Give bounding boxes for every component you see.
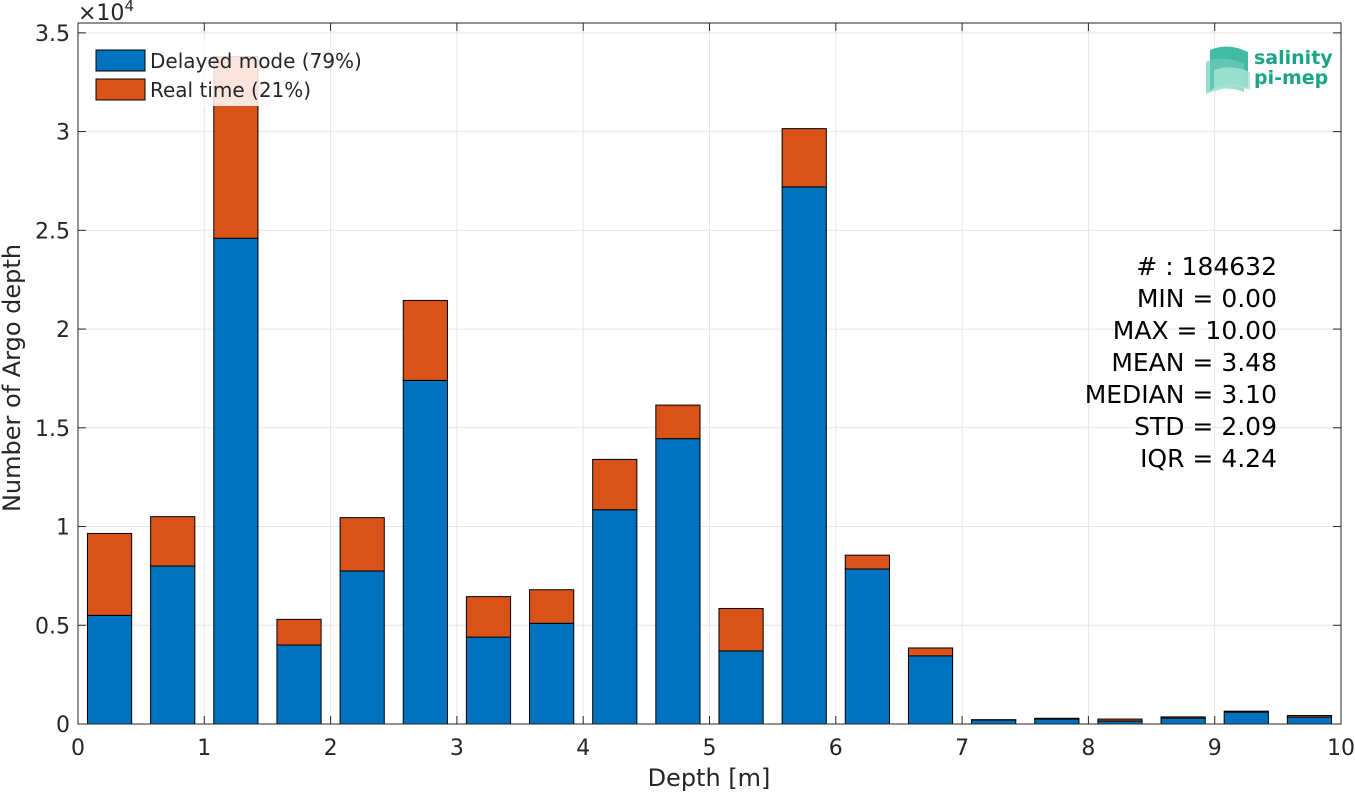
bar-delayed-mode xyxy=(276,644,322,725)
y-tick-label: 1 xyxy=(56,516,70,541)
x-tick-label: 7 xyxy=(955,736,969,761)
stat-line: MAX = 10.00 xyxy=(1113,316,1277,345)
bar-real-time xyxy=(1160,716,1206,719)
bar-real-time xyxy=(465,596,512,638)
bar-real-time xyxy=(844,554,890,570)
bar-delayed-mode xyxy=(592,509,638,725)
bar-delayed-mode xyxy=(781,186,827,725)
x-tick-label: 4 xyxy=(576,736,590,761)
y-multiplier: ×104 xyxy=(78,0,134,26)
legend-label-realtime: Real time (21%) xyxy=(150,78,311,102)
legend-swatch-realtime xyxy=(95,78,146,101)
x-axis-label: Depth [m] xyxy=(648,764,771,792)
x-tick-label: 10 xyxy=(1327,736,1355,761)
bar-real-time xyxy=(781,128,827,188)
bar-delayed-mode xyxy=(1223,711,1269,725)
logo-text-line2: pi-mep xyxy=(1254,67,1328,89)
bar-delayed-mode xyxy=(1034,718,1080,725)
stat-line: # : 184632 xyxy=(1136,252,1277,281)
logo-wave-layer-2-icon xyxy=(1214,67,1250,92)
y-tick-label: 3.5 xyxy=(35,22,70,47)
bar-delayed-mode xyxy=(213,237,259,725)
axis-ticks: 0 1 2 3 4 5 6 7 8 9 10 0 0.5 1 1.5 2 2.5 3 3.5 xyxy=(35,22,1355,761)
bar-real-time xyxy=(592,458,638,511)
bar-real-time xyxy=(655,404,701,440)
stat-line: MIN = 0.00 xyxy=(1137,284,1277,313)
bar-real-time xyxy=(86,532,133,616)
y-tick-label: 0 xyxy=(56,713,70,738)
bar-delayed-mode xyxy=(465,636,512,725)
stat-line: MEAN = 3.48 xyxy=(1111,348,1277,377)
bar-delayed-mode xyxy=(718,650,764,725)
bar-real-time xyxy=(150,516,196,567)
bar-real-time xyxy=(907,647,954,657)
bar-real-time xyxy=(339,517,385,572)
stat-line: STD = 2.09 xyxy=(1134,412,1277,441)
bar-real-time xyxy=(529,589,575,624)
legend: Delayed mode (79%) Real time (21%) xyxy=(85,40,362,106)
y-tick-label: 0.5 xyxy=(35,614,70,639)
bar-delayed-mode xyxy=(1286,716,1333,725)
bar-delayed-mode xyxy=(971,719,1017,725)
bar-delayed-mode xyxy=(529,622,575,725)
stats-annotation: # : 184632 MIN = 0.00 MAX = 10.00 MEAN = 3.… xyxy=(1085,252,1277,473)
y-tick-label: 2.5 xyxy=(35,219,70,244)
bar-delayed-mode xyxy=(86,614,133,725)
legend-label-delayed: Delayed mode (79%) xyxy=(150,49,362,73)
x-tick-label: 8 xyxy=(1081,736,1095,761)
bar-real-time xyxy=(1223,710,1269,713)
bar-real-time xyxy=(1034,717,1080,720)
legend-swatch-delayed xyxy=(95,49,146,72)
stat-line: MEDIAN = 3.10 xyxy=(1085,380,1277,409)
x-tick-label: 3 xyxy=(450,736,464,761)
bar-delayed-mode xyxy=(150,565,196,725)
y-tick-label: 1.5 xyxy=(35,417,70,442)
x-tick-label: 9 xyxy=(1208,736,1222,761)
bar-delayed-mode xyxy=(1160,717,1206,725)
y-axis-label: Number of Argo depth xyxy=(0,244,26,512)
x-tick-label: 1 xyxy=(197,736,211,761)
y-tick-label: 3 xyxy=(56,121,70,146)
bar-delayed-mode xyxy=(655,438,701,725)
x-tick-label: 6 xyxy=(829,736,843,761)
y-tick-label: 2 xyxy=(56,318,70,343)
x-tick-label: 2 xyxy=(324,736,338,761)
bar-real-time xyxy=(1097,718,1143,722)
bar-real-time xyxy=(718,607,764,652)
bar-real-time xyxy=(276,618,322,646)
bar-real-time xyxy=(1286,715,1333,718)
bar-delayed-mode xyxy=(844,568,890,725)
bar-delayed-mode xyxy=(402,379,448,725)
bar-real-time xyxy=(402,299,448,381)
x-tick-label: 0 xyxy=(71,736,85,761)
bar-delayed-mode xyxy=(907,655,954,725)
stat-line: IQR = 4.24 xyxy=(1140,444,1277,473)
salinity-pi-mep-logo: salinity pi-mep xyxy=(1206,46,1333,94)
bar-delayed-mode xyxy=(339,570,385,725)
x-tick-label: 5 xyxy=(703,736,717,761)
logo-text-line1: salinity xyxy=(1254,47,1333,69)
